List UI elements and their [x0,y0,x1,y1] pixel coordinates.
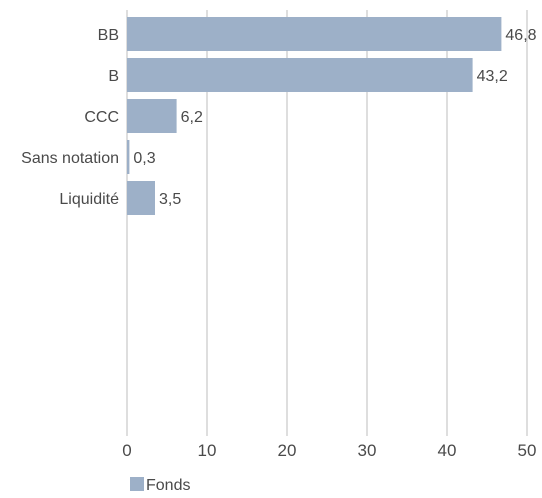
category-label: Liquidité [59,191,119,208]
x-tick-label: 10 [198,441,217,460]
x-tick-label: 0 [122,441,131,460]
category-label: BB [98,27,119,44]
x-tick-label: 20 [278,441,297,460]
bar [127,17,502,51]
data-label: 46,8 [505,27,536,44]
bar [127,99,177,133]
x-tick-label: 40 [438,441,457,460]
x-tick-label: 30 [358,441,377,460]
bar [127,58,473,92]
bar [127,181,155,215]
legend-swatch [130,477,144,491]
category-label: Sans notation [21,150,119,167]
category-label: B [108,68,119,85]
x-tick-label: 50 [518,441,537,460]
category-label: CCC [84,109,119,126]
legend-label: Fonds [146,477,190,493]
data-label: 43,2 [477,68,508,85]
data-label: 6,2 [181,109,203,126]
data-label: 3,5 [159,191,181,208]
bar [127,140,130,174]
data-label: 0,3 [133,150,155,167]
